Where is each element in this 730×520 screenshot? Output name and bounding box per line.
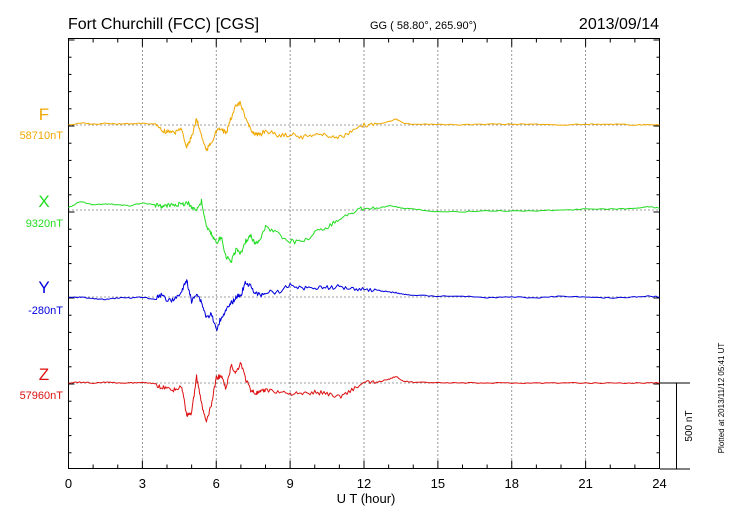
x-tick-label: 15 — [431, 476, 445, 491]
series-baseline-x: 9320nT — [26, 218, 64, 230]
date-label: 2013/09/14 — [579, 16, 659, 33]
axis-ticks — [68, 38, 660, 469]
series-name-f: F — [39, 105, 49, 124]
scale-bar: 500 nT — [660, 382, 695, 470]
x-tick-label: 24 — [652, 476, 666, 491]
series-line-z — [68, 362, 660, 423]
scale-bar-label: 500 nT — [684, 410, 695, 441]
x-axis-label: U T (hour) — [337, 491, 396, 506]
x-tick-label: 9 — [287, 476, 294, 491]
series-baseline-f: 58710nT — [20, 130, 64, 142]
chart-title: Fort Churchill (FCC) [CGS] — [68, 16, 259, 33]
series-line-x — [68, 198, 660, 263]
series-labels: F 58710nT X 9320nT Y -280nT Z 57960nT — [20, 105, 64, 402]
x-tick-labels: 0 3 6 9 12 15 18 21 24 — [65, 476, 667, 491]
series-name-y: Y — [38, 278, 49, 297]
series-baseline-y: -280nT — [28, 305, 63, 317]
series-name-x: X — [38, 192, 49, 211]
x-tick-label: 21 — [578, 476, 592, 491]
series-baseline-z: 57960nT — [20, 390, 64, 402]
x-tick-label: 6 — [213, 476, 220, 491]
series-name-z: Z — [39, 365, 49, 384]
series-lines — [68, 101, 660, 423]
plotted-note: Plotted at 2013/11/12 05:41 UT — [717, 343, 726, 454]
baseline-lines — [68, 124, 660, 384]
series-line-y — [68, 279, 660, 331]
coordinates-label: GG ( 58.80°, 265.90°) — [370, 20, 477, 32]
x-tick-label: 0 — [65, 476, 72, 491]
grid-lines — [141, 38, 587, 469]
x-tick-label: 3 — [139, 476, 146, 491]
x-tick-label: 12 — [357, 476, 371, 491]
series-line-f — [68, 101, 660, 152]
x-tick-label: 18 — [505, 476, 519, 491]
